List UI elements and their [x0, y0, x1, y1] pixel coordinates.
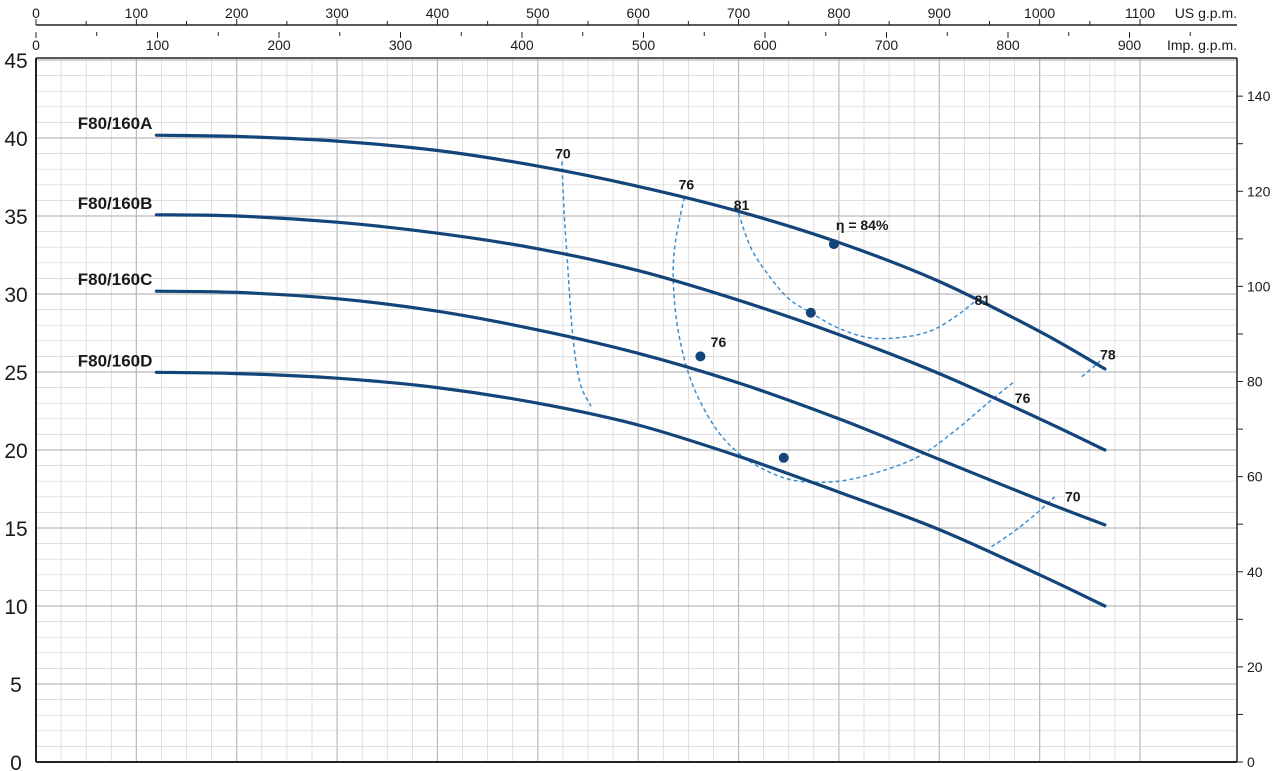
left-tick-label: 10 — [4, 596, 27, 619]
imp-unit-label: Imp. g.p.m. — [1167, 37, 1237, 53]
series-label: F80/160A — [78, 114, 153, 133]
imp-tick-label: 300 — [389, 37, 413, 53]
axis-left: 0 5 10 15 20 25 30 35 40 45 — [4, 50, 27, 771]
efficiency-contour-70 — [991, 496, 1056, 548]
series-label: F80/160D — [78, 351, 153, 370]
imp-tick-label: 900 — [1118, 37, 1142, 53]
imp-tick-label: 700 — [875, 37, 899, 53]
efficiency-point — [805, 307, 816, 318]
us-tick-label: 800 — [827, 5, 851, 21]
us-unit-label: US g.p.m. — [1175, 5, 1237, 21]
us-tick-label: 600 — [627, 5, 651, 21]
us-tick-label: 300 — [325, 5, 349, 21]
left-tick-label: 30 — [4, 284, 27, 307]
annotations: F80/160A F80/160B F80/160C F80/160D 70 76 81 81… — [78, 114, 1116, 504]
imp-tick-label: 200 — [267, 37, 291, 53]
left-tick-label: 15 — [4, 518, 27, 541]
us-tick-label: 700 — [727, 5, 751, 21]
left-tick-label: 5 — [10, 674, 22, 697]
efficiency-label: 76 — [711, 334, 727, 350]
efficiency-label: 81 — [734, 197, 750, 213]
efficiency-label: 76 — [679, 176, 695, 192]
axis-right: 0 20 40 60 80 100 120 140 — [1237, 88, 1271, 770]
left-tick-label: 40 — [4, 128, 27, 151]
us-tick-label: 200 — [225, 5, 249, 21]
us-tick-label: 500 — [526, 5, 550, 21]
pump-curves — [154, 133, 1107, 608]
series-label: F80/160C — [78, 270, 153, 289]
right-tick-label: 120 — [1247, 183, 1271, 199]
right-tick-label: 80 — [1247, 374, 1263, 390]
left-tick-label: 25 — [4, 362, 27, 385]
series-label: F80/160B — [78, 194, 153, 213]
efficiency-label: 70 — [555, 145, 571, 161]
us-tick-label: 900 — [928, 5, 952, 21]
us-tick-label: 100 — [125, 5, 149, 21]
axis-imp-gpm: 0 100 200 300 400 500 600 700 800 900 Imp. g.p.m. — [32, 32, 1237, 53]
left-tick-label: 20 — [4, 440, 27, 463]
right-tick-label: 40 — [1247, 564, 1263, 580]
series-line-f80-160b — [154, 213, 1107, 452]
imp-tick-label: 500 — [632, 37, 656, 53]
us-tick-label: 1000 — [1024, 5, 1055, 21]
us-tick-label: 0 — [32, 5, 40, 21]
efficiency-point — [828, 239, 839, 250]
right-tick-label: 0 — [1247, 754, 1255, 770]
series-line-f80-160d — [154, 370, 1107, 608]
efficiency-points — [695, 239, 839, 463]
right-tick-label: 60 — [1247, 469, 1263, 485]
imp-tick-label: 100 — [146, 37, 170, 53]
us-tick-label: 1100 — [1125, 5, 1155, 21]
efficiency-contour-70 — [561, 161, 592, 407]
efficiency-label: 70 — [1065, 488, 1081, 504]
imp-tick-label: 0 — [32, 37, 40, 53]
efficiency-contour-81 — [735, 206, 975, 340]
efficiency-label: 76 — [1015, 390, 1031, 406]
right-tick-label: 100 — [1247, 278, 1271, 294]
efficiency-contour-76 — [672, 197, 1015, 484]
us-tick-label: 400 — [426, 5, 450, 21]
axis-us-gpm: 0 100 200 300 400 500 600 700 800 900 1000 1100 US g… — [32, 5, 1237, 26]
efficiency-label: 81 — [975, 292, 991, 308]
left-tick-label: 45 — [4, 50, 27, 73]
plot-frame — [35, 57, 1238, 763]
right-tick-label: 20 — [1247, 659, 1263, 675]
right-tick-label: 140 — [1247, 88, 1271, 104]
imp-tick-label: 800 — [996, 37, 1020, 53]
efficiency-point — [695, 351, 706, 362]
series-line-f80-160a — [154, 133, 1107, 371]
left-tick-label: 0 — [10, 752, 22, 771]
series-line-f80-160c — [154, 289, 1107, 527]
efficiency-contour-78 — [1081, 360, 1101, 378]
efficiency-point — [778, 452, 789, 463]
efficiency-max-label: η = 84% — [836, 217, 889, 233]
left-tick-label: 35 — [4, 206, 27, 229]
efficiency-label: 78 — [1100, 347, 1116, 363]
imp-tick-label: 400 — [510, 37, 534, 53]
imp-tick-label: 600 — [753, 37, 777, 53]
grid — [36, 58, 1237, 762]
